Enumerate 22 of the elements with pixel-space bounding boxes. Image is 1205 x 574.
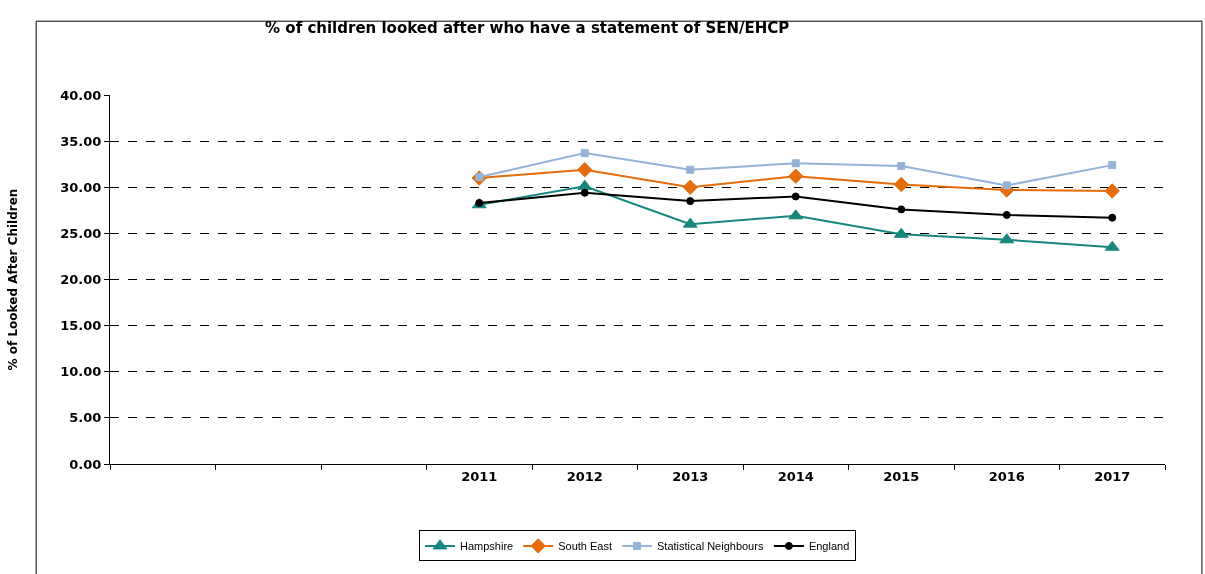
y-tick-label: 40.00: [60, 87, 102, 103]
x-tick-label: 2011: [461, 468, 498, 484]
y-tick-label: 35.00: [60, 133, 102, 149]
y-tick-label: 5.00: [69, 410, 102, 426]
x-tick-label: 2013: [672, 468, 709, 484]
y-tick-label: 25.00: [60, 225, 102, 241]
legend-label: Statistical Neighbours: [657, 540, 764, 553]
y-tick-label: 20.00: [60, 272, 102, 288]
x-tick-label: 2017: [1094, 468, 1131, 484]
y-tick-label: 0.00: [69, 456, 102, 472]
x-tick-label: 2014: [777, 468, 814, 484]
legend-label: England: [808, 540, 850, 553]
x-tick-label: 2015: [883, 468, 920, 484]
chart-title: % of children looked after who have a statement of SEN/EHCP: [265, 19, 790, 38]
y-tick-label: 30.00: [60, 179, 102, 195]
x-tick-label: 2016: [988, 468, 1025, 484]
y-tick-label: 10.00: [60, 364, 102, 380]
y-tick-label: 15.00: [60, 318, 102, 334]
legend-label: South East: [558, 540, 613, 553]
x-tick-label: 2012: [566, 468, 603, 484]
legend-label: Hampshire: [460, 540, 514, 553]
y-axis-title: % of Looked After Children: [5, 188, 20, 371]
